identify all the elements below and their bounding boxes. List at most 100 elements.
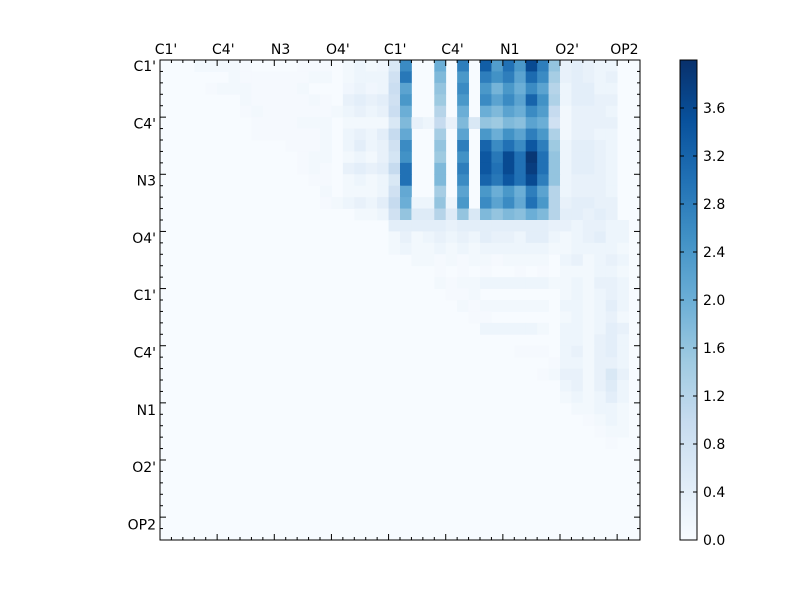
heatmap-cell [400, 60, 412, 72]
heatmap-cell [480, 174, 492, 187]
heatmap-cell [571, 82, 584, 95]
heatmap-cell [594, 82, 607, 95]
heatmap-cell [502, 174, 515, 187]
heatmap-cell [514, 174, 527, 187]
heatmap-cell [422, 117, 435, 129]
y-tick-label: O4' [132, 231, 156, 247]
heatmap-cell [228, 71, 241, 84]
heatmap-cell [582, 322, 595, 335]
heatmap-cell [274, 71, 287, 84]
heatmap-cell [434, 265, 447, 278]
heatmap-cell [217, 60, 229, 72]
heatmap-cell [365, 94, 378, 107]
heatmap-cell [285, 128, 298, 141]
heatmap-cell [548, 277, 561, 289]
heatmap-cell [297, 82, 309, 95]
heatmap-cell [411, 254, 424, 267]
heatmap-cell [514, 128, 527, 141]
heatmap-cell [240, 71, 252, 84]
heatmap-cell [445, 231, 458, 244]
heatmap-cell [457, 140, 469, 152]
heatmap-cell [251, 94, 264, 107]
heatmap-cell [594, 208, 607, 221]
heatmap-cell [457, 71, 469, 84]
heatmap-cell [514, 345, 527, 358]
heatmap-cell [537, 105, 549, 118]
heatmap-cell [560, 322, 572, 335]
heatmap-cell [502, 300, 515, 312]
heatmap-cell [537, 208, 549, 221]
heatmap-cell [514, 300, 527, 312]
heatmap-cell [514, 162, 527, 175]
x-tick-label: O4' [326, 42, 350, 58]
heatmap-cell [582, 208, 595, 221]
heatmap-cell [480, 162, 492, 175]
heatmap-cell [548, 162, 561, 175]
heatmap-cell [605, 174, 618, 187]
heatmap-cell [480, 151, 492, 164]
heatmap-cell [594, 117, 607, 129]
heatmap-cell [571, 345, 584, 358]
heatmap-cell [434, 277, 447, 289]
heatmap-cell [617, 334, 629, 347]
heatmap-cell [400, 105, 412, 118]
heatmap-cell [342, 82, 355, 95]
heatmap-cell [285, 94, 298, 107]
heatmap-cell [400, 140, 412, 152]
heatmap-cell [480, 231, 492, 244]
heatmap-cell [411, 208, 424, 221]
heatmap-cell [502, 231, 515, 244]
heatmap-cell [354, 105, 367, 118]
heatmap-cell [297, 71, 309, 84]
heatmap-cell [514, 197, 527, 209]
heatmap-cell [605, 162, 618, 175]
heatmap-cell [605, 185, 618, 198]
heatmap-cell [548, 231, 561, 244]
heatmap-cell [514, 277, 527, 289]
heatmap-cell [571, 322, 584, 335]
heatmap-cell [571, 162, 584, 175]
heatmap-cell [308, 94, 321, 107]
heatmap-cell [365, 105, 378, 118]
heatmap-cell [537, 71, 549, 84]
heatmap-cell [388, 82, 401, 95]
heatmap-cell [377, 82, 389, 95]
heatmap-cell [502, 151, 515, 164]
heatmap-cell [491, 254, 504, 267]
heatmap-cell [365, 60, 378, 72]
heatmap-cell [365, 128, 378, 141]
heatmap-cells [160, 60, 640, 540]
heatmap-cell [514, 265, 527, 278]
heatmap-cell [400, 220, 412, 232]
heatmap-cell [251, 82, 264, 95]
heatmap-cell [388, 174, 401, 187]
heatmap-cell [480, 254, 492, 267]
heatmap-cell [548, 82, 561, 95]
heatmap-cell [388, 105, 401, 118]
heatmap-cell [605, 208, 618, 221]
heatmap-cell [594, 311, 607, 324]
heatmap-cell [480, 322, 492, 335]
heatmap-cell [617, 380, 629, 392]
heatmap-cell [582, 357, 595, 369]
heatmap-cell [308, 128, 321, 141]
colorbar-ticks: 0.0 0.4 0.8 1.2 1.6 2.0 2.4 2.8 3.2 3.6 [680, 101, 725, 549]
heatmap-cell [388, 71, 401, 84]
heatmap-cell [560, 368, 572, 381]
heatmap-cell [548, 242, 561, 255]
heatmap-cell [594, 391, 607, 404]
heatmap-cell [594, 288, 607, 301]
heatmap-cell [537, 82, 549, 95]
y-tick-label: N3 [137, 174, 156, 190]
heatmap-cell [571, 254, 584, 267]
heatmap-cell [525, 197, 538, 209]
heatmap-cell [617, 254, 629, 267]
heatmap-cell [468, 242, 481, 255]
heatmap-cell [320, 185, 332, 198]
heatmap-cell [480, 185, 492, 198]
heatmap-cell [582, 334, 595, 347]
heatmap-cell [594, 220, 607, 232]
heatmap-cell [537, 117, 549, 129]
heatmap-cell [388, 197, 401, 209]
heatmap-cell [422, 254, 435, 267]
